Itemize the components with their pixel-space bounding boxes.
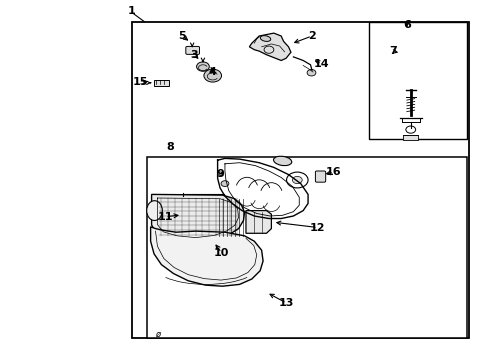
Text: 4: 4 [208, 67, 216, 77]
Text: ø: ø [155, 330, 160, 338]
Text: 6: 6 [402, 20, 410, 30]
Text: 14: 14 [313, 59, 329, 69]
Circle shape [306, 69, 315, 76]
Text: 16: 16 [325, 167, 341, 177]
Bar [146, 157, 466, 338]
Text: 10: 10 [213, 248, 229, 258]
Ellipse shape [146, 201, 162, 220]
FancyBboxPatch shape [154, 80, 168, 86]
Text: 1: 1 [128, 6, 136, 16]
Polygon shape [249, 33, 290, 60]
Text: 7: 7 [388, 46, 396, 56]
Bar [132, 22, 468, 338]
Circle shape [196, 62, 209, 71]
Ellipse shape [273, 156, 291, 166]
Circle shape [221, 181, 228, 186]
Polygon shape [245, 211, 271, 233]
Circle shape [292, 176, 302, 184]
FancyBboxPatch shape [315, 171, 325, 182]
Circle shape [230, 202, 238, 208]
FancyBboxPatch shape [185, 46, 199, 54]
Text: 9: 9 [216, 168, 224, 179]
Text: 13: 13 [278, 298, 294, 308]
Text: 5: 5 [178, 31, 186, 41]
Text: 11: 11 [157, 212, 173, 222]
Text: 15: 15 [132, 77, 148, 87]
Text: 3: 3 [190, 50, 198, 60]
Bar [368, 22, 466, 139]
Polygon shape [151, 194, 244, 241]
Bar [403, 135, 417, 140]
Circle shape [203, 69, 221, 82]
Text: 12: 12 [309, 222, 325, 233]
Text: 8: 8 [166, 142, 174, 152]
Polygon shape [150, 227, 263, 286]
Ellipse shape [260, 36, 270, 41]
Text: 2: 2 [307, 31, 315, 41]
